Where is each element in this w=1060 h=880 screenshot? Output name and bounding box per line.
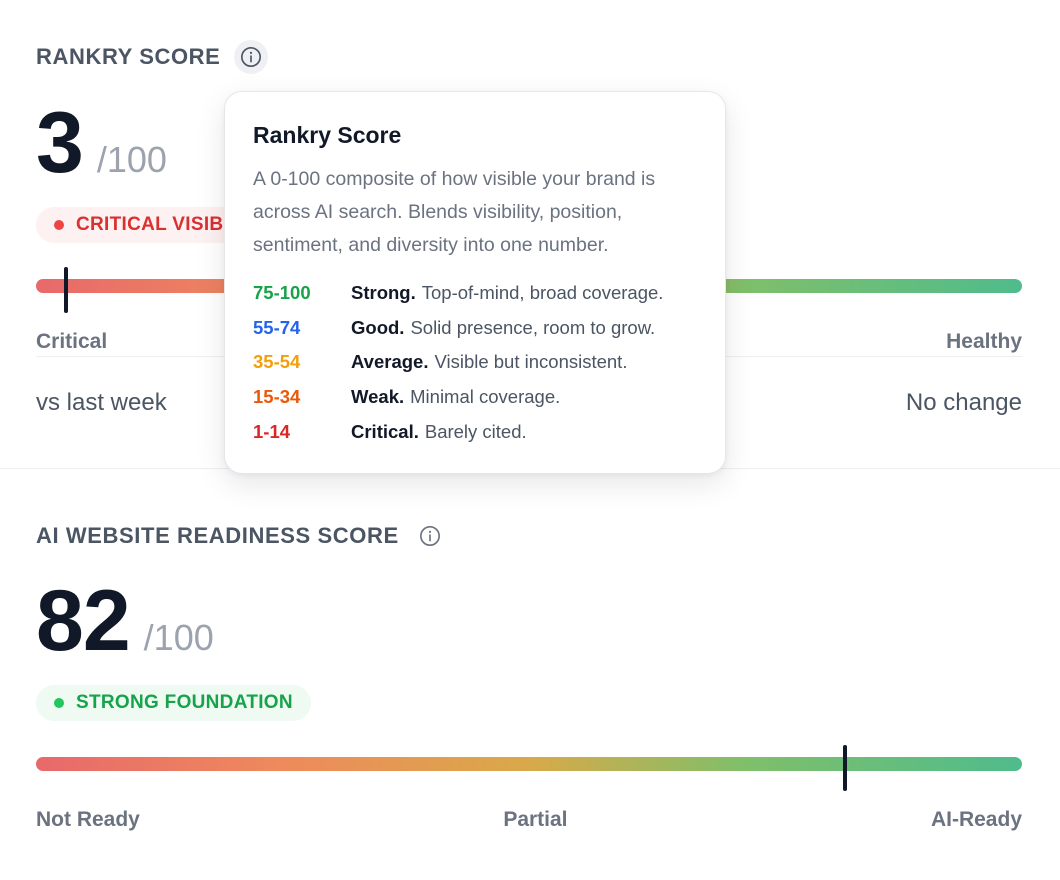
readiness-scale-labels: Not Ready Partial AI-Ready (36, 808, 1022, 832)
range-name: Critical. (351, 420, 419, 442)
range-value: 75-100 (253, 282, 311, 303)
status-dot-icon (54, 220, 64, 230)
status-dot-icon (54, 698, 64, 708)
range-value: 35-54 (253, 351, 301, 373)
compare-value: No change (905, 389, 1022, 416)
tooltip-description: A 0-100 composite of how visible your br… (253, 168, 656, 256)
range-description: Visible but inconsistent. (434, 351, 628, 373)
readiness-status-badge: STRONG FOUNDATION (36, 685, 311, 721)
readiness-score-row: 82 /100 (36, 578, 214, 664)
tooltip-range-list: 75-100 Strong. Top-of-mind, broad covera… (253, 282, 697, 455)
range-description: Solid presence, room to grow. (410, 316, 656, 338)
rankry-score-value: 3 (36, 95, 84, 191)
tooltip-range-row: 75-100 Strong. Top-of-mind, broad covera… (253, 282, 697, 317)
range-name: Strong. (351, 282, 416, 303)
scale-label-partial: Partial (503, 808, 568, 831)
range-name: Weak. (351, 386, 405, 408)
range-description: Minimal coverage. (410, 386, 561, 408)
range-description: Barely cited. (424, 420, 527, 442)
info-icon (241, 47, 262, 67)
range-name: Average. (351, 351, 429, 373)
tooltip-range-row: 35-54 Average. Visible but inconsistent. (253, 351, 697, 386)
range-value: 1-14 (253, 420, 291, 442)
tooltip-range-row: 55-74 Good. Solid presence, room to grow… (253, 317, 697, 352)
readiness-score-section: AI WEBSITE READINESS SCORE 82 /100 STRON… (36, 470, 1022, 880)
scale-label-not-ready: Not Ready (36, 808, 140, 831)
readiness-status-label: STRONG FOUNDATION (76, 692, 293, 713)
rankry-score-tooltip: Rankry Score A 0-100 composite of how vi… (224, 91, 726, 474)
readiness-score-value: 82 (36, 573, 131, 669)
compare-label: vs last week (36, 389, 167, 416)
rankry-scale-labels: Critical Healthy (36, 330, 1022, 354)
readiness-score-title: AI WEBSITE READINESS SCORE (36, 523, 399, 548)
readiness-scale-marker (842, 745, 847, 791)
scale-label-critical: Critical (36, 330, 108, 353)
scale-label-ai-ready: AI-Ready (930, 808, 1022, 831)
range-value: 15-34 (253, 386, 301, 408)
readiness-score-max: /100 (143, 617, 214, 658)
rankry-score-row: 3 /100 (36, 100, 167, 186)
readiness-info-button[interactable] (413, 519, 447, 553)
rankry-status-label: CRITICAL VISIBILITY (76, 214, 272, 235)
rankry-score-max: /100 (96, 139, 167, 180)
readiness-scale-bar (36, 745, 1022, 791)
range-name: Good. (351, 316, 405, 338)
readiness-title-row: AI WEBSITE READINESS SCORE (36, 519, 447, 553)
range-description: Top-of-mind, broad coverage. (421, 282, 664, 303)
rankry-info-button[interactable] (234, 40, 269, 74)
scale-label-healthy: Healthy (946, 330, 1022, 353)
range-value: 55-74 (253, 316, 301, 338)
tooltip-range-row: 15-34 Weak. Minimal coverage. (253, 386, 697, 421)
rankry-title-row: RANKRY SCORE (36, 40, 269, 74)
tooltip-title: Rankry Score (253, 122, 402, 148)
rankry-score-title: RANKRY SCORE (36, 44, 221, 69)
rankry-scale-marker (63, 267, 68, 313)
rankry-compare-row: vs last week No change (36, 389, 1022, 417)
tooltip-range-row: 1-14 Critical. Barely cited. (253, 421, 697, 456)
info-icon (419, 526, 440, 546)
